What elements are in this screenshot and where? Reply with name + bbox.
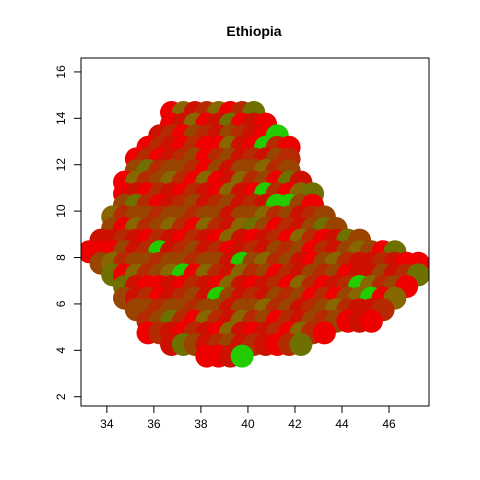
scatter-point [312, 321, 336, 345]
y-tick-label: 10 [54, 204, 68, 218]
scatter-point [289, 333, 313, 356]
x-tick-label: 38 [194, 417, 208, 431]
y-tick-label: 8 [54, 254, 68, 261]
x-tick-label: 40 [241, 417, 255, 431]
y-tick-label: 14 [54, 111, 68, 125]
scatter-point [359, 309, 383, 333]
y-tick-label: 12 [54, 158, 68, 172]
y-axis: 2 4 6 8 10 12 14 16 [54, 65, 81, 400]
scatter-point [230, 344, 254, 368]
y-tick-label: 16 [54, 65, 68, 79]
scatter-points [81, 101, 429, 368]
x-tick-label: 46 [382, 417, 396, 431]
x-tick-label: 34 [100, 417, 114, 431]
x-axis: 34 36 38 40 42 44 46 [100, 406, 396, 431]
chart-title: Ethiopia [226, 23, 281, 39]
x-tick-label: 44 [335, 417, 349, 431]
x-tick-label: 36 [147, 417, 161, 431]
y-tick-label: 2 [54, 393, 68, 400]
y-tick-label: 6 [54, 300, 68, 307]
x-tick-label: 42 [288, 417, 302, 431]
plot-frame [80, 57, 430, 407]
y-tick-label: 4 [54, 347, 68, 354]
